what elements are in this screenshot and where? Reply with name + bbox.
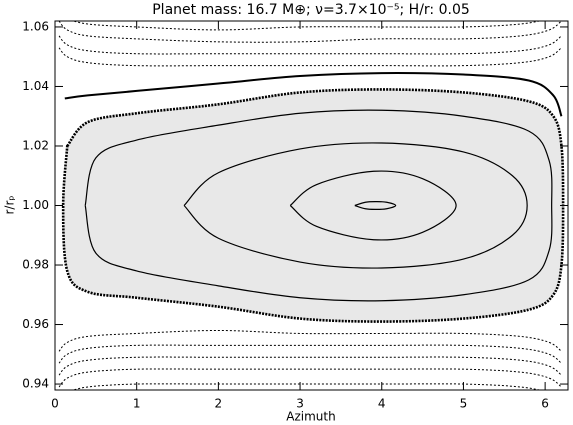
streamline	[354, 201, 397, 210]
streamline	[183, 142, 528, 269]
y-tick-label: 1.06	[22, 19, 49, 33]
x-tick-label: 0	[51, 397, 59, 411]
y-tick-label: 0.94	[22, 377, 49, 391]
streamline	[58, 47, 562, 67]
x-tick-label: 6	[541, 397, 549, 411]
plot-area	[58, 21, 565, 390]
streamline	[289, 170, 457, 241]
streamline	[64, 72, 563, 117]
x-tick-label: 2	[215, 397, 223, 411]
y-tick-label: 1.00	[22, 198, 49, 212]
y-axis-label: r/rₚ	[3, 195, 17, 214]
x-tick-label: 5	[460, 397, 468, 411]
y-tick-label: 0.98	[22, 258, 49, 272]
streamline	[72, 383, 542, 390]
streamline	[58, 356, 562, 376]
y-tick-label: 0.96	[22, 317, 49, 331]
chart-title: Planet mass: 16.7 M⊕; ν=3.7×10⁻⁵; H/r: 0…	[152, 2, 470, 18]
streamline	[61, 88, 565, 323]
x-tick-label: 4	[378, 397, 386, 411]
streamline	[72, 21, 542, 31]
streamline	[58, 21, 562, 43]
streamline	[58, 329, 562, 352]
streamline	[58, 368, 562, 388]
y-tick-label: 1.04	[22, 79, 49, 93]
y-tick-label: 1.02	[22, 138, 49, 152]
streamline	[58, 35, 562, 55]
x-axis-label: Azimuth	[286, 410, 335, 424]
x-tick-label: 3	[296, 397, 304, 411]
streamline	[84, 109, 553, 302]
streamline	[58, 344, 562, 364]
x-tick-label: 1	[133, 397, 141, 411]
